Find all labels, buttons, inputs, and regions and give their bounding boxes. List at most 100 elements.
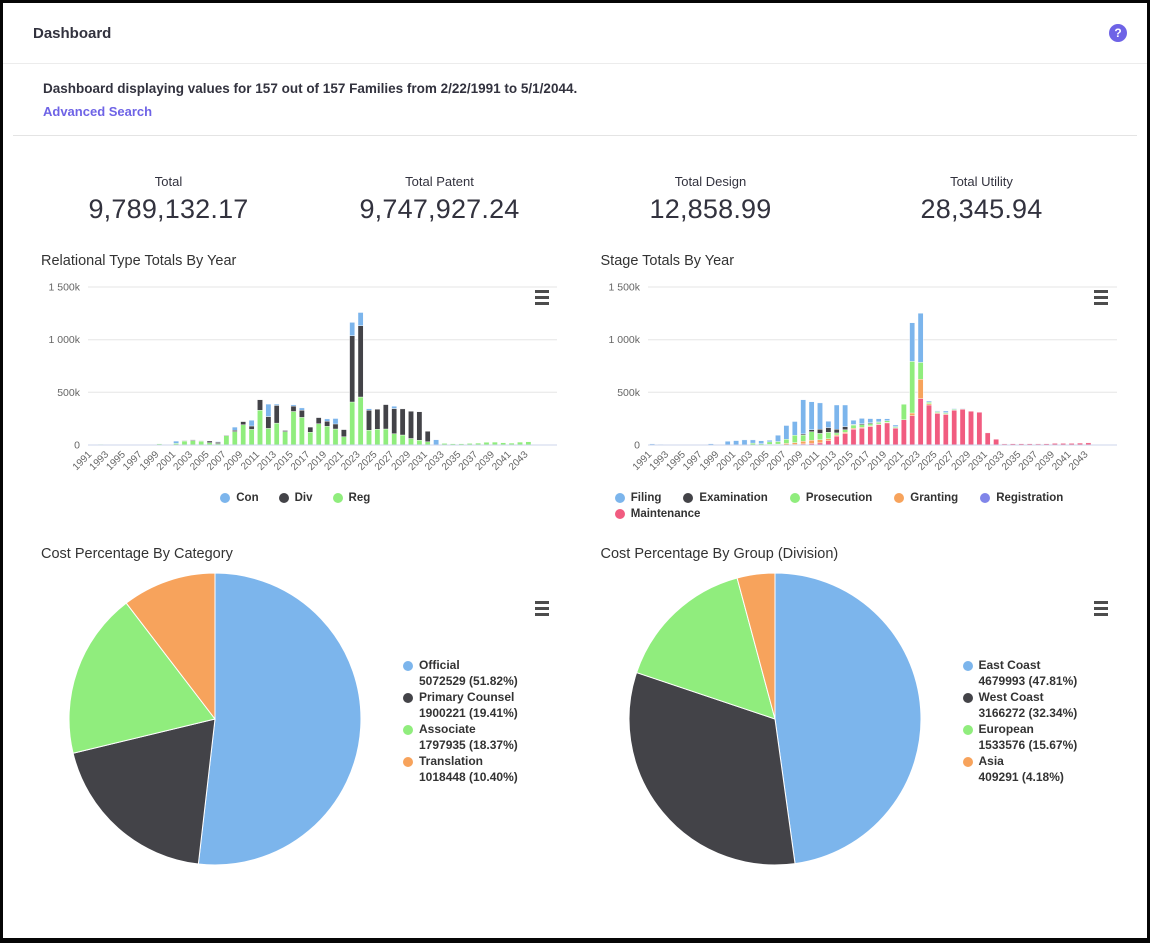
pie-charts-row: Cost Percentage By Category Official 5072…: [3, 546, 1147, 873]
page-title: Dashboard: [33, 24, 112, 42]
legend-dot: [403, 756, 413, 767]
pie-legend-item-asia[interactable]: Asia 409291 (4.18%): [962, 753, 1078, 784]
pie-legend-item-official[interactable]: Official 5072529 (51.82%): [403, 658, 518, 688]
stat-value: 9,747,927.24: [359, 194, 520, 224]
stat-total-design: Total Design 12,858.99: [575, 174, 846, 225]
relational-type-bar-chart-plot[interactable]: 1 500k 1 000k 500k 0 1991 1993 1995 1997 1999 200…: [33, 273, 558, 490]
chart-context-menu-icon[interactable]: [1091, 287, 1111, 311]
relational-type-chart-legend: Con Div Reg: [33, 492, 558, 508]
legend-dot: [332, 493, 343, 503]
pie-legend-item-european[interactable]: European 1533576 (15.67%): [962, 721, 1078, 752]
stat-value: 28,345.94: [920, 194, 1043, 224]
legend-dot: [614, 509, 625, 519]
pie-legend-item-associate[interactable]: Associate 1797935 (18.37%): [403, 722, 518, 752]
help-icon[interactable]: ?: [1109, 24, 1127, 42]
svg-text:500k: 500k: [617, 387, 641, 399]
advanced-search-link[interactable]: Advanced Search: [43, 104, 153, 119]
app-header: Dashboard ?: [3, 3, 1147, 64]
stat-value: 12,858.99: [649, 194, 772, 224]
pie-legend-value: 1533576 (15.67%): [978, 737, 1078, 752]
legend-item-con[interactable]: Con: [220, 492, 259, 504]
pie-legend-name: Associate: [419, 721, 476, 736]
chart-title: Stage Totals By Year: [600, 253, 735, 269]
stat-label: Total Design: [674, 174, 747, 189]
legend-dot: [962, 756, 973, 767]
cost-by-category-pie-plot[interactable]: [55, 570, 375, 873]
legend-item-examination[interactable]: Examination: [683, 492, 768, 504]
legend-dot: [403, 692, 413, 703]
cost-by-group-pie-legend: East Coast 4679993 (47.81%) West Coast 3166…: [962, 657, 1078, 786]
legend-dot: [278, 493, 289, 503]
pie-legend-value: 409291 (4.18%): [978, 769, 1064, 784]
legend-dot: [962, 692, 973, 703]
pie-legend-name: Translation: [419, 753, 484, 768]
legend-dot: [789, 493, 800, 503]
pie-legend-value: 1797935 (18.37%): [419, 737, 518, 752]
pie-legend-item-primary-counsel[interactable]: Primary Counsel 1900221 (19.41%): [403, 690, 518, 720]
pie-legend-name: West Coast: [978, 689, 1044, 704]
svg-text:1 500k: 1 500k: [48, 282, 80, 294]
legend-item-granting[interactable]: Granting: [894, 492, 958, 504]
pie-legend-item-translation[interactable]: Translation 1018448 (10.40%): [403, 754, 518, 784]
cost-by-category-pie-legend: Official 5072529 (51.82%) Primary Counsel 1…: [403, 658, 518, 786]
bar-charts-row: Relational Type Totals By Year 1 500k 1 0…: [3, 253, 1147, 524]
legend-item-prosecution[interactable]: Prosecution: [789, 492, 872, 504]
pie-legend-name: East Coast: [978, 657, 1041, 672]
legend-dot: [962, 660, 973, 671]
legend-item-filing[interactable]: Filing: [614, 492, 661, 504]
stat-label: Total Patent: [405, 174, 474, 189]
pie-legend-value: 3166272 (32.34%): [978, 705, 1078, 720]
legend-dot: [683, 493, 694, 503]
chart-panel-cost-by-category: Cost Percentage By Category Official 5072…: [33, 546, 558, 873]
svg-text:500k: 500k: [57, 387, 81, 399]
legend-dot: [980, 493, 991, 503]
summary-bar: Dashboard displaying values for 157 out …: [13, 64, 1137, 136]
svg-text:0: 0: [634, 440, 640, 452]
chart-title: Cost Percentage By Category: [41, 546, 233, 562]
legend-dot: [403, 724, 413, 735]
stat-total: Total 9,789,132.17: [33, 174, 304, 225]
svg-text:2043: 2043: [1067, 449, 1091, 473]
pie-legend-value: 1900221 (19.41%): [419, 705, 518, 720]
legend-dot: [962, 724, 973, 735]
pie-legend-item-west-coast[interactable]: West Coast 3166272 (32.34%): [962, 689, 1078, 720]
cost-by-group-pie-plot[interactable]: [615, 570, 935, 873]
pie-legend-name: Official: [419, 657, 460, 672]
stat-label: Total Utility: [950, 174, 1013, 189]
legend-dot: [403, 660, 413, 671]
svg-text:1 500k: 1 500k: [608, 282, 640, 294]
pie-legend-value: 5072529 (51.82%): [419, 673, 518, 688]
pie-legend-value: 1018448 (10.40%): [419, 769, 518, 784]
chart-title: Cost Percentage By Group (Division): [600, 546, 839, 562]
stage-totals-chart-legend: Filing Examination Prosecution Granting Regi…: [614, 492, 1095, 524]
stat-label: Total: [154, 174, 183, 189]
svg-text:0: 0: [74, 440, 80, 452]
legend-item-reg[interactable]: Reg: [332, 492, 370, 504]
chart-panel-cost-by-group: Cost Percentage By Group (Division) East…: [593, 546, 1118, 873]
legend-dot: [220, 493, 231, 503]
pie-legend-name: Primary Counsel: [419, 689, 515, 704]
chart-context-menu-icon[interactable]: [532, 287, 552, 311]
summary-text: Dashboard displaying values for 157 out …: [43, 81, 578, 96]
stat-value: 9,789,132.17: [88, 194, 249, 224]
svg-text:1 000k: 1 000k: [48, 334, 80, 346]
legend-item-maintenance[interactable]: Maintenance: [614, 508, 700, 520]
pie-legend-name: European: [978, 721, 1034, 736]
pie-legend-item-east-coast[interactable]: East Coast 4679993 (47.81%): [962, 657, 1078, 688]
pie-legend-value: 4679993 (47.81%): [978, 673, 1078, 688]
legend-item-registration[interactable]: Registration: [980, 492, 1063, 504]
legend-dot: [894, 493, 905, 503]
stage-totals-bar-chart-plot[interactable]: 1 500k 1 000k 500k 0 1991 1993 1995 1997 1999 200…: [593, 273, 1118, 490]
chart-title: Relational Type Totals By Year: [41, 253, 237, 269]
chart-context-menu-icon[interactable]: [532, 598, 552, 622]
stats-row: Total 9,789,132.17 Total Patent 9,747,92…: [33, 174, 1117, 225]
chart-context-menu-icon[interactable]: [1091, 598, 1111, 622]
legend-dot: [614, 493, 625, 503]
stat-total-utility: Total Utility 28,345.94: [846, 174, 1117, 225]
pie-legend-name: Asia: [978, 753, 1004, 768]
chart-panel-stage-totals: Stage Totals By Year 1 500k 1 000k 500k 0 19…: [593, 253, 1118, 524]
svg-text:2043: 2043: [507, 449, 531, 473]
chart-panel-relational-type: Relational Type Totals By Year 1 500k 1 0…: [33, 253, 558, 524]
svg-text:1 000k: 1 000k: [608, 334, 640, 346]
legend-item-div[interactable]: Div: [278, 492, 313, 504]
